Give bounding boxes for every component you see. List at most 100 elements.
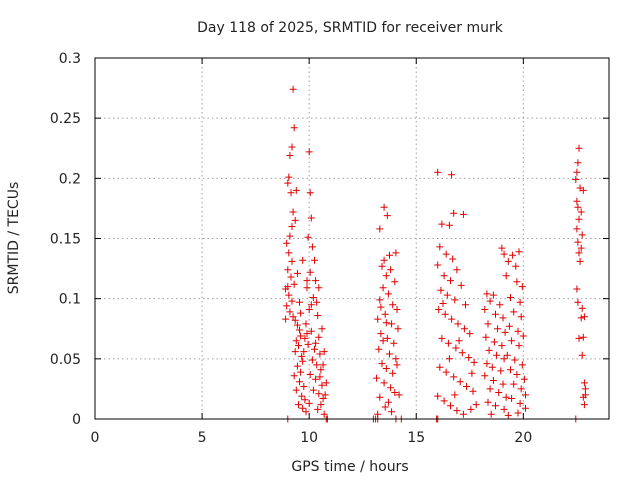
- data-point: [581, 385, 589, 393]
- data-point: [306, 189, 314, 197]
- data-point: [507, 366, 514, 374]
- data-point: [447, 277, 454, 285]
- data-point: [386, 251, 393, 259]
- data-point: [516, 298, 524, 306]
- data-point: [434, 392, 442, 400]
- data-point: [319, 361, 327, 369]
- data-point: [287, 273, 295, 281]
- data-point: [468, 369, 476, 377]
- data-point: [459, 210, 467, 218]
- data-point: [447, 402, 454, 410]
- data-point: [301, 334, 309, 342]
- data-point: [504, 257, 512, 265]
- data-point: [484, 320, 492, 328]
- y-tick-label: 0.1: [59, 292, 81, 308]
- data-point: [380, 256, 388, 264]
- data-point: [390, 339, 398, 347]
- data-point: [576, 257, 584, 265]
- data-point: [456, 378, 464, 386]
- data-point: [284, 179, 292, 187]
- data-point: [438, 334, 446, 342]
- data-point: [373, 374, 381, 382]
- data-point: [314, 312, 322, 319]
- data-point: [445, 355, 453, 363]
- data-point: [440, 272, 448, 280]
- data-point: [377, 330, 385, 338]
- data-point: [467, 405, 475, 413]
- data-point: [451, 296, 459, 304]
- data-point: [304, 233, 312, 241]
- data-point: [285, 249, 293, 257]
- data-point: [375, 345, 383, 353]
- data-point: [449, 255, 457, 263]
- data-point: [434, 168, 442, 176]
- data-point: [292, 386, 300, 394]
- data-point: [377, 303, 385, 311]
- data-point: [293, 321, 301, 329]
- data-point: [393, 361, 401, 369]
- data-point: [302, 408, 310, 416]
- data-point: [309, 294, 317, 301]
- data-point: [451, 391, 459, 399]
- data-point: [306, 268, 314, 276]
- data-point: [574, 238, 582, 246]
- data-point: [513, 278, 521, 286]
- data-point: [518, 283, 526, 291]
- data-point: [577, 208, 585, 216]
- data-point: [500, 250, 508, 258]
- data-point: [301, 396, 309, 404]
- data-point: [305, 306, 313, 313]
- data-point: [283, 302, 291, 310]
- data-point: [392, 355, 400, 363]
- data-point: [511, 356, 519, 364]
- data-point: [321, 391, 329, 399]
- data-point: [303, 277, 311, 285]
- data-point: [499, 380, 507, 388]
- data-point: [498, 244, 506, 252]
- data-point: [493, 351, 501, 359]
- data-point: [391, 278, 399, 286]
- data-point: [509, 251, 517, 259]
- data-point: [445, 221, 453, 229]
- data-point: [470, 358, 478, 366]
- chart-title: Day 118 of 2025, SRMTID for receiver mur…: [197, 20, 504, 36]
- data-point: [382, 319, 390, 327]
- data-point: [573, 285, 581, 293]
- data-point: [466, 330, 474, 338]
- data-point: [498, 342, 506, 350]
- data-point: [303, 330, 311, 338]
- data-point: [298, 392, 306, 400]
- data-point: [382, 272, 390, 280]
- data-point: [495, 389, 503, 396]
- data-point: [388, 408, 396, 416]
- data-point: [316, 373, 324, 381]
- axis-ticks: 0 5 10 15 20 0 0.05 0.1 0.15 0.2 0.25 0.3: [50, 51, 609, 446]
- data-point: [293, 362, 301, 370]
- data-point: [305, 148, 313, 156]
- data-point: [286, 232, 294, 240]
- data-point: [578, 231, 586, 239]
- data-point: [486, 385, 494, 393]
- data-point: [312, 277, 320, 285]
- data-point: [313, 361, 321, 369]
- data-point: [510, 308, 518, 316]
- data-point: [436, 243, 444, 251]
- data-point: [522, 391, 529, 399]
- data-point: [312, 339, 320, 347]
- data-point: [573, 168, 581, 176]
- data-point: [285, 291, 293, 299]
- data-point: [302, 320, 310, 328]
- data-point: [485, 346, 493, 354]
- data-point: [508, 395, 516, 402]
- data-point: [581, 391, 589, 399]
- data-point: [290, 372, 298, 380]
- data-point: [299, 357, 307, 365]
- data-point: [284, 266, 292, 274]
- data-point: [508, 337, 516, 345]
- data-point: [383, 212, 391, 220]
- y-tick-label: 0.05: [50, 352, 81, 368]
- data-point: [575, 334, 583, 342]
- data-point: [288, 223, 296, 230]
- data-point: [388, 320, 396, 328]
